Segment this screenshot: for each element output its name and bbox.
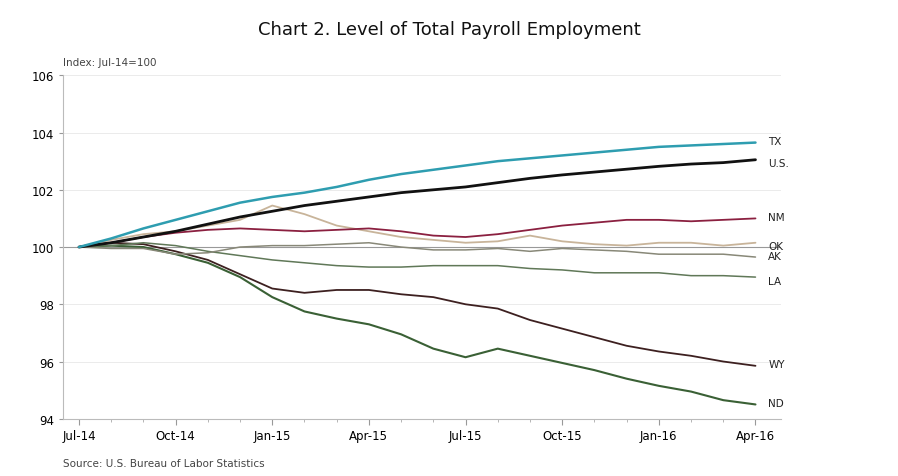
Text: OK: OK (769, 242, 783, 252)
Text: WY: WY (769, 360, 785, 369)
Text: TX: TX (769, 137, 782, 147)
Text: Index: Jul-14=100: Index: Jul-14=100 (63, 58, 156, 68)
Text: ND: ND (769, 398, 784, 408)
Text: AK: AK (769, 251, 782, 261)
Text: NM: NM (769, 213, 785, 222)
Text: U.S.: U.S. (769, 159, 789, 169)
Text: LA: LA (769, 276, 781, 286)
Text: Source: U.S. Bureau of Labor Statistics: Source: U.S. Bureau of Labor Statistics (63, 458, 265, 468)
Text: Chart 2. Level of Total Payroll Employment: Chart 2. Level of Total Payroll Employme… (258, 21, 640, 40)
